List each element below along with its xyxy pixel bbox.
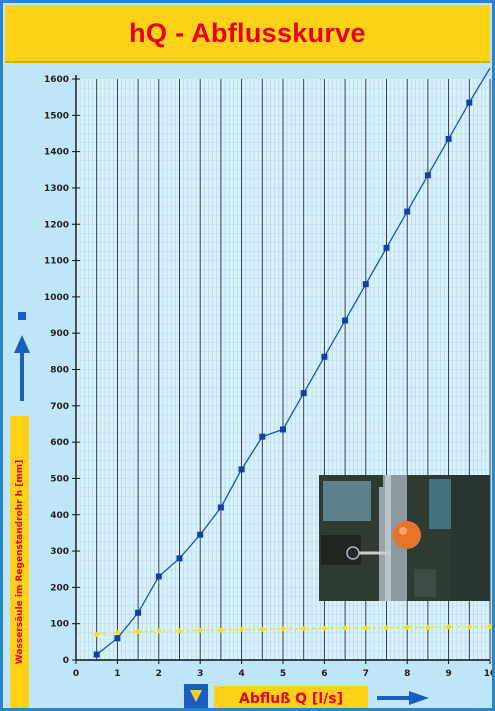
x-tick-label: 10 xyxy=(484,669,492,679)
y-tick-label: 900 xyxy=(50,329,69,339)
x-axis-title: Abfluß Q [l/s] xyxy=(239,691,343,707)
data-point xyxy=(155,573,162,580)
threshold-point xyxy=(363,625,369,631)
photo-rod xyxy=(379,487,385,601)
photo-orange-float xyxy=(393,521,421,549)
y-tick-label: 400 xyxy=(50,511,69,521)
threshold-point xyxy=(259,627,265,632)
threshold-point xyxy=(466,624,472,630)
photo-float-highlight xyxy=(399,527,407,535)
series-group xyxy=(93,67,492,658)
data-point xyxy=(321,353,328,360)
data-point xyxy=(300,390,307,397)
y-tick-label: 600 xyxy=(50,438,69,448)
chart-title: hQ - Abflusskurve xyxy=(129,17,366,48)
y-tick-label: 1000 xyxy=(44,293,69,303)
data-point xyxy=(217,504,224,511)
data-point xyxy=(404,208,411,215)
x-tick-label: 3 xyxy=(197,669,203,679)
y-tick-label: 1500 xyxy=(44,111,69,121)
data-point xyxy=(466,99,473,106)
x-tick-label: 4 xyxy=(238,669,244,679)
data-point xyxy=(114,635,121,642)
y-tick-label: 200 xyxy=(50,583,69,593)
data-point xyxy=(135,609,142,616)
hq-curve-line xyxy=(96,67,491,656)
y-tick-label: 800 xyxy=(50,366,69,376)
data-point xyxy=(383,244,390,251)
y-tick-label: 700 xyxy=(50,402,69,412)
data-point xyxy=(280,426,286,433)
axis-decorations: Wassersäule im Regenstandrohr h [mm] Abfl… xyxy=(10,312,429,708)
data-point xyxy=(424,172,431,179)
threshold-point xyxy=(280,626,286,632)
data-point xyxy=(176,555,183,562)
threshold-point xyxy=(342,625,348,631)
y-tick-label: 1100 xyxy=(44,257,69,267)
x-tick-label: 5 xyxy=(280,669,286,679)
y-tick-label: 0 xyxy=(63,656,69,666)
tick-labels: 0100200300400500600700800900100011001200… xyxy=(44,75,492,679)
threshold-point xyxy=(156,628,162,634)
x-tick-label: 8 xyxy=(404,669,410,679)
y-tick-label: 500 xyxy=(50,474,69,484)
chart-svg: 0100200300400500600700800900100011001200… xyxy=(10,67,492,708)
title-bar: hQ - Abflusskurve xyxy=(5,5,490,63)
data-point xyxy=(259,433,266,440)
y-tick-label: 100 xyxy=(50,620,69,630)
threshold-point xyxy=(135,629,141,635)
square-marker-icon xyxy=(18,312,26,320)
threshold-point xyxy=(301,626,307,632)
data-point xyxy=(445,135,452,142)
threshold-point xyxy=(115,630,120,636)
x-tick-label: 2 xyxy=(156,669,162,679)
data-point xyxy=(238,466,245,473)
axes xyxy=(72,75,491,664)
inset-photo xyxy=(319,475,490,601)
threshold-point xyxy=(239,627,245,632)
down-arrow-glyph xyxy=(190,690,202,702)
y-tick-label: 1600 xyxy=(44,75,69,85)
y-axis-title-box xyxy=(10,416,29,708)
photo-lower-fitting xyxy=(414,569,436,597)
x-tick-label: 9 xyxy=(445,669,451,679)
threshold-point xyxy=(94,632,100,637)
x-axis-title-box xyxy=(214,686,368,708)
threshold-point xyxy=(404,624,410,630)
x-tick-label: 7 xyxy=(363,669,369,679)
y-tick-label: 1200 xyxy=(44,220,69,230)
photo-right-wall xyxy=(451,475,490,601)
threshold-point xyxy=(384,625,389,631)
threshold-point xyxy=(425,624,431,630)
up-arrow-head xyxy=(14,335,30,353)
threshold-point xyxy=(177,628,182,634)
y-tick-label: 300 xyxy=(50,547,69,557)
y-tick-label: 1300 xyxy=(44,184,69,194)
x-tick-label: 0 xyxy=(73,669,79,679)
data-point xyxy=(342,317,349,324)
photo-gauge xyxy=(346,546,360,560)
threshold-point xyxy=(446,624,451,630)
photo-standpipe-highlight xyxy=(385,475,391,601)
right-arrow-head xyxy=(409,691,429,705)
data-point xyxy=(93,651,100,658)
threshold-point xyxy=(322,626,327,631)
photo-window xyxy=(323,481,371,521)
x-tick-label: 6 xyxy=(321,669,327,679)
y-axis-title: Wassersäule im Regenstandrohr h [mm] xyxy=(15,460,25,664)
y-tick-label: 1400 xyxy=(44,148,69,158)
data-point xyxy=(362,281,369,288)
threshold-point xyxy=(197,627,203,633)
x-tick-label: 1 xyxy=(114,669,120,679)
threshold-point xyxy=(487,624,492,629)
data-point xyxy=(197,531,204,538)
threshold-point xyxy=(218,627,224,633)
